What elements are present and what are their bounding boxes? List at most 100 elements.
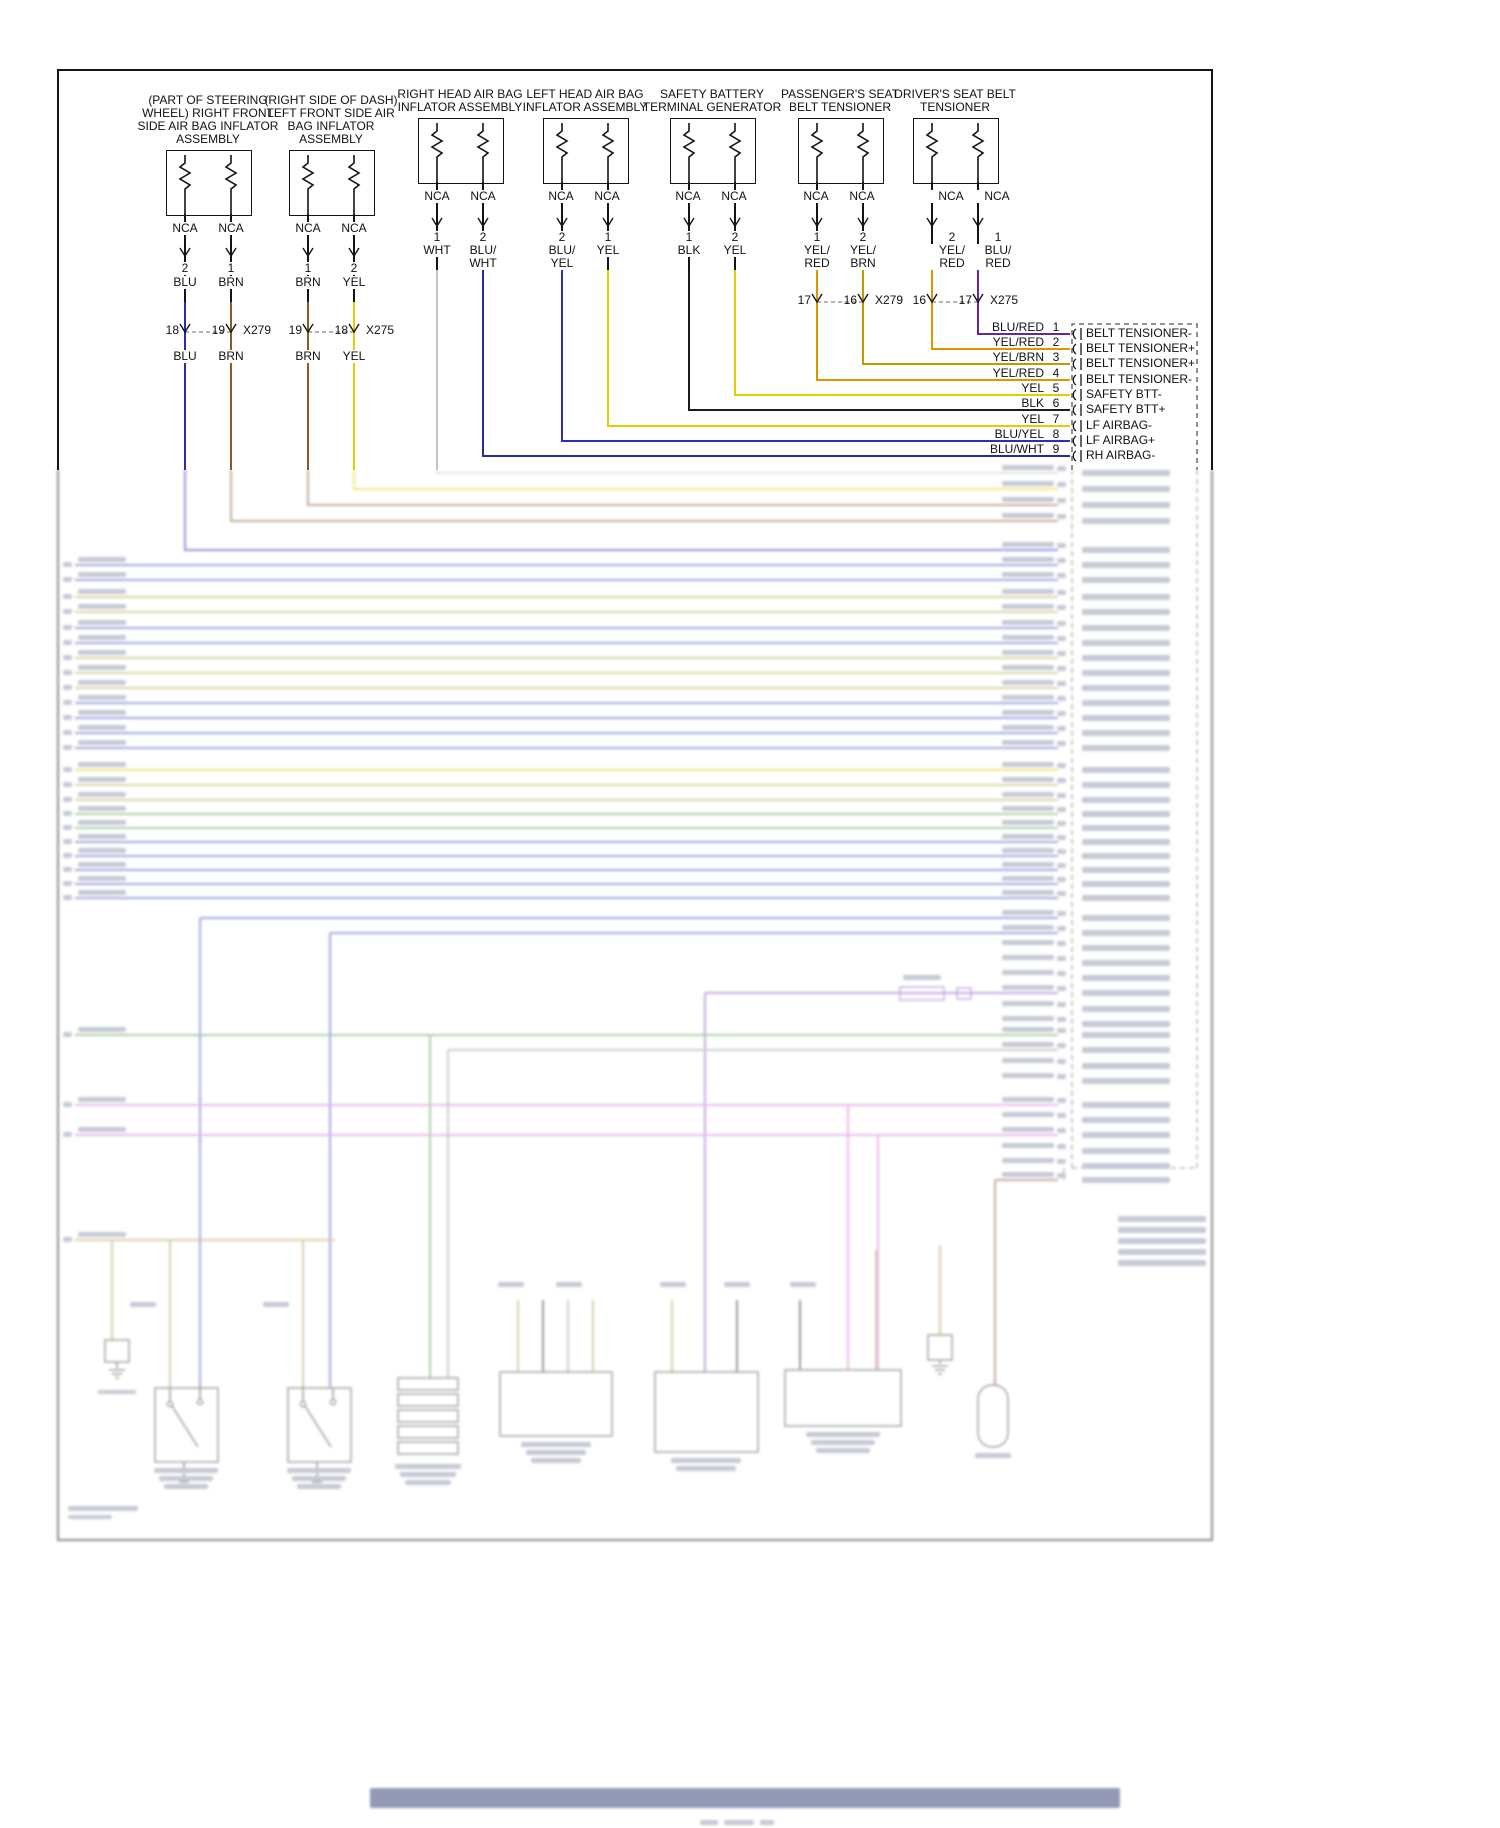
- block-wire-label: BLU/WHT: [990, 442, 1044, 456]
- connector-chevron: [302, 247, 314, 258]
- component-title: LEFT HEAD AIR BAG INFLATOR ASSEMBLY: [522, 87, 648, 114]
- wire-wht-continuation: [436, 470, 1058, 474]
- blurred-text-bar: [63, 767, 72, 772]
- blurred-text-bar: [724, 1820, 754, 1825]
- blurred-text-bar: [1057, 891, 1066, 896]
- blurred-text-bar: [1082, 990, 1170, 996]
- frame-lower: [57, 470, 1213, 1541]
- blurred-text-bar: [1082, 730, 1170, 736]
- connector-chevron: [857, 293, 869, 304]
- blurred-text-bar: [531, 1458, 581, 1463]
- pin-socket-arc: [1072, 328, 1077, 340]
- block-signal-label: LF AIRBAG-: [1086, 418, 1153, 432]
- pin-number: 2: [937, 231, 967, 244]
- module-dashed-border: [1071, 323, 1198, 470]
- blurred-text-bar: [1082, 1102, 1170, 1108]
- blurred-text-bar: [395, 1464, 461, 1469]
- blurred-text-bar: [1057, 558, 1066, 563]
- squib-symbol: [601, 123, 615, 182]
- squib-symbol: [682, 123, 696, 182]
- pin-number: 2: [468, 231, 498, 244]
- blurred-text-bar: [1002, 725, 1054, 730]
- wire-yel-red-pass: [816, 270, 1070, 381]
- faded-component-box: [287, 1387, 352, 1463]
- blurred-text-bar: [1057, 1017, 1066, 1022]
- blurred-text-bar: [63, 640, 72, 645]
- blurred-text-bar: [63, 655, 72, 660]
- connector-chevron: [729, 217, 741, 228]
- blurred-text-bar: [1118, 1260, 1206, 1266]
- blurred-text-bar: [1057, 971, 1066, 976]
- connector-pin-number: 18: [165, 323, 179, 337]
- block-signal-label: BELT TENSIONER-: [1086, 326, 1193, 340]
- switch-contact: [329, 1398, 337, 1406]
- connector-chevron: [225, 323, 237, 334]
- blurred-text-bar: [78, 890, 126, 895]
- blurred-text-bar: [526, 1450, 586, 1455]
- pin-number: 2: [339, 262, 369, 275]
- blurred-text-bar: [63, 715, 72, 720]
- pin-number: 1: [674, 231, 704, 244]
- nca-label: NCA: [332, 222, 376, 235]
- nca-label: NCA: [585, 190, 629, 203]
- blurred-text-bar: [63, 782, 72, 787]
- pin-number: 1: [293, 262, 323, 275]
- wire-color-label: WHT: [414, 244, 460, 257]
- blurred-text-bar: [1057, 1074, 1066, 1079]
- blurred-text-bar: [1057, 696, 1066, 701]
- blurred-text-bar: [1082, 502, 1170, 508]
- blurred-text-bar: [1057, 763, 1066, 768]
- connector-chevron: [348, 247, 360, 258]
- blurred-text-bar: [1002, 650, 1054, 655]
- blurred-text-bar: [63, 1132, 72, 1137]
- blurred-text-bar: [287, 1468, 351, 1473]
- blurred-text-bar: [1082, 577, 1170, 583]
- blurred-text-bar: [1057, 681, 1066, 686]
- blurred-text-bar: [1057, 849, 1066, 854]
- connector-chevron: [972, 293, 984, 304]
- blurred-text-bar: [63, 881, 72, 886]
- connector-chevron: [302, 323, 314, 334]
- blurred-text-bar: [811, 1440, 875, 1445]
- wire-blk: [688, 270, 1070, 411]
- blurred-text-bar: [63, 811, 72, 816]
- connector-chevron: [179, 323, 191, 334]
- blurred-text-bar: [1002, 848, 1054, 853]
- connector-label: X275: [366, 323, 395, 337]
- blurred-text-bar: [78, 710, 126, 715]
- blurred-text-bar: [1082, 811, 1170, 817]
- blurred-text-bar: [1082, 685, 1170, 691]
- blurred-text-bar: [78, 777, 126, 782]
- squib-symbol: [224, 155, 238, 214]
- blurred-text-bar: [676, 1466, 736, 1471]
- faded-component-box: [654, 1371, 759, 1453]
- blurred-text-bar: [370, 1788, 1120, 1808]
- switch-contact: [299, 1400, 307, 1408]
- blurred-text-bar: [1057, 636, 1066, 641]
- black-drops: [542, 1300, 801, 1372]
- blurred-text-bar: [790, 1282, 816, 1287]
- blurred-text-bar: [1002, 890, 1054, 895]
- blurred-text-bar: [78, 806, 126, 811]
- switch-internals: [302, 1388, 334, 1476]
- blurred-text-bar: [1002, 695, 1054, 700]
- blurred-text-bar: [1002, 1112, 1054, 1117]
- blurred-text-bar: [1002, 635, 1054, 640]
- wire-blu-yel: [561, 270, 1070, 442]
- passenger-tensioner-box: [798, 118, 884, 184]
- ground-symbol: [109, 1369, 125, 1379]
- blurred-text-bar: [1082, 1032, 1170, 1038]
- wire-color-label: BLU: [162, 276, 208, 289]
- blurred-text-bar: [1057, 482, 1066, 487]
- blurred-text-bar: [1118, 1249, 1206, 1255]
- blurred-text-bar: [1057, 1173, 1066, 1178]
- squib-symbol: [476, 123, 490, 182]
- blurred-text-bar: [63, 867, 72, 872]
- block-pin-number: 6: [1052, 396, 1060, 410]
- block-signal-label: SAFETY BTT-: [1086, 387, 1162, 401]
- block-wire-label: YEL/RED: [992, 366, 1044, 380]
- blurred-text-bar: [1057, 621, 1066, 626]
- blurred-text-bar: [78, 862, 126, 867]
- blurred-text-bar: [78, 695, 126, 700]
